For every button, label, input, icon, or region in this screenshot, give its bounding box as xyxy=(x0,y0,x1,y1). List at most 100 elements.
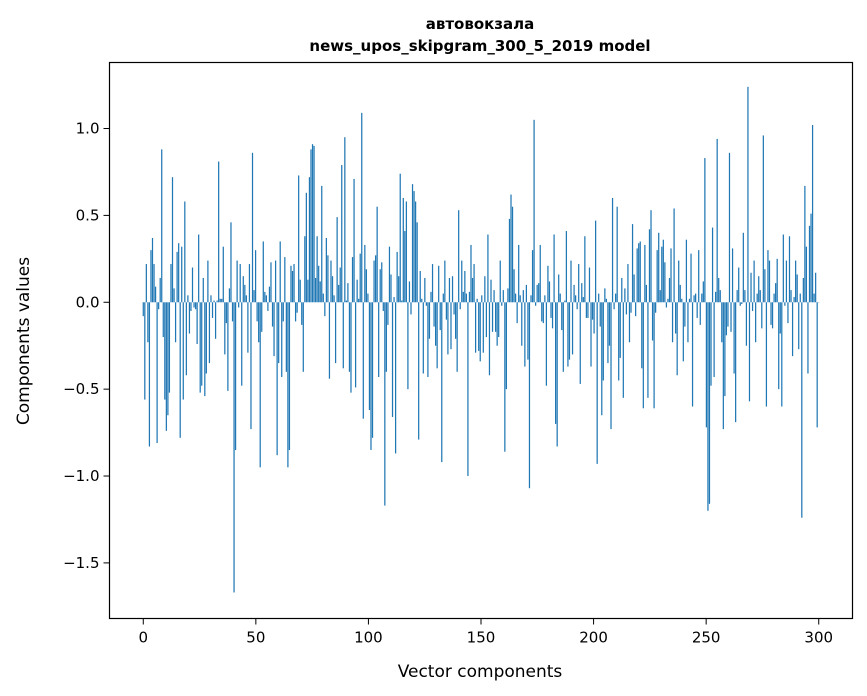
bar xyxy=(728,152,731,303)
bar xyxy=(385,302,387,372)
bar xyxy=(214,302,217,339)
bar xyxy=(270,262,272,303)
bar xyxy=(767,250,769,303)
bar xyxy=(455,302,457,339)
bar xyxy=(262,241,264,303)
bar xyxy=(158,302,160,310)
bar xyxy=(587,302,589,318)
bar xyxy=(705,302,708,428)
bar xyxy=(310,149,312,303)
x-tick-label: 50 xyxy=(246,629,265,647)
bar xyxy=(651,302,654,341)
bar xyxy=(535,302,537,306)
bar xyxy=(193,302,195,308)
bar xyxy=(341,165,343,303)
bar xyxy=(378,302,380,377)
bar xyxy=(564,300,566,303)
bar xyxy=(376,206,378,303)
x-axis: 0 50 100 150 200 250 300 xyxy=(138,618,833,647)
bar xyxy=(354,302,357,388)
bar xyxy=(618,302,620,381)
bar xyxy=(667,298,669,303)
bar xyxy=(713,302,715,377)
bar xyxy=(401,300,403,303)
bar xyxy=(582,297,584,303)
bar xyxy=(756,293,758,303)
bar xyxy=(405,201,407,303)
bar xyxy=(305,192,307,303)
bar xyxy=(579,302,581,384)
bar xyxy=(313,145,315,303)
bar xyxy=(778,302,780,390)
bar xyxy=(204,302,206,397)
bar xyxy=(538,283,540,303)
bar xyxy=(641,302,643,369)
bar xyxy=(207,260,209,303)
bar xyxy=(181,246,183,303)
bar xyxy=(601,302,603,416)
bar xyxy=(284,257,286,303)
bar xyxy=(273,302,275,357)
bar xyxy=(661,246,663,303)
bar xyxy=(171,177,174,303)
bar xyxy=(261,302,263,332)
bar xyxy=(508,218,511,303)
bar xyxy=(188,302,191,334)
bar xyxy=(816,302,818,428)
bar xyxy=(425,302,427,306)
x-tick-label: 100 xyxy=(354,629,383,647)
bar xyxy=(350,302,352,393)
bar xyxy=(339,267,341,303)
bar xyxy=(219,298,221,303)
bar xyxy=(390,274,392,303)
bar xyxy=(196,302,198,344)
bar xyxy=(628,302,631,343)
bar xyxy=(338,284,340,303)
bar xyxy=(813,293,815,303)
bar xyxy=(142,302,144,317)
bar xyxy=(187,295,189,303)
bar xyxy=(678,260,680,303)
bar xyxy=(665,302,668,308)
bar xyxy=(281,302,283,377)
bar xyxy=(148,302,151,447)
bar xyxy=(568,302,571,360)
bar xyxy=(738,267,740,303)
bar xyxy=(511,206,514,303)
bar xyxy=(562,302,564,372)
bar xyxy=(227,302,229,391)
bar xyxy=(547,265,549,303)
bar xyxy=(668,277,671,303)
bar xyxy=(771,302,774,329)
bar xyxy=(311,144,314,303)
bar xyxy=(484,276,486,303)
bar xyxy=(381,262,383,303)
bar xyxy=(676,302,678,376)
bar xyxy=(398,276,400,303)
bar xyxy=(271,302,274,327)
x-tick-label: 150 xyxy=(467,629,496,647)
bar xyxy=(536,284,538,303)
bar xyxy=(787,302,789,324)
bar xyxy=(507,288,509,303)
bar xyxy=(348,302,351,372)
bar xyxy=(730,302,732,332)
bar xyxy=(647,302,649,398)
bar xyxy=(645,284,648,303)
bar xyxy=(750,272,752,303)
bar xyxy=(571,302,574,355)
bar xyxy=(588,267,591,303)
bar xyxy=(321,185,323,303)
bar xyxy=(602,302,604,381)
bar xyxy=(698,250,700,303)
bar xyxy=(396,251,398,303)
bar xyxy=(805,246,808,303)
bar xyxy=(608,302,611,346)
bar xyxy=(468,291,471,303)
bar xyxy=(254,250,257,303)
bar xyxy=(533,119,535,303)
bar xyxy=(715,291,717,303)
bar xyxy=(781,302,783,407)
bar xyxy=(622,302,624,398)
bar xyxy=(501,302,503,306)
